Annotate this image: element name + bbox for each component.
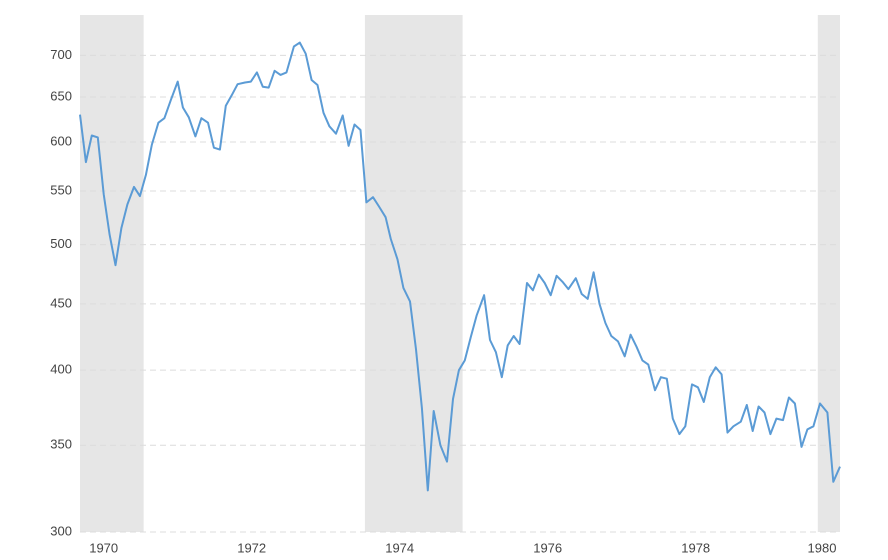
recession-band (80, 15, 144, 532)
y-tick-label: 300 (50, 523, 72, 538)
y-tick-label: 550 (50, 182, 72, 197)
y-tick-label: 400 (50, 362, 72, 377)
x-tick-label: 1974 (385, 540, 414, 555)
x-tick-label: 1972 (237, 540, 266, 555)
y-tick-label: 350 (50, 437, 72, 452)
y-tick-label: 500 (50, 236, 72, 251)
x-tick-label: 1970 (89, 540, 118, 555)
recession-band (364, 15, 463, 532)
data-line (79, 41, 841, 492)
y-tick-label: 600 (50, 133, 72, 148)
recession-band (817, 15, 840, 532)
y-tick-label: 700 (50, 47, 72, 62)
y-tick-label: 650 (50, 88, 72, 103)
x-tick-label: 1980 (808, 540, 837, 555)
x-tick-label: 1978 (681, 540, 710, 555)
x-tick-label: 1976 (533, 540, 562, 555)
y-tick-label: 450 (50, 295, 72, 310)
